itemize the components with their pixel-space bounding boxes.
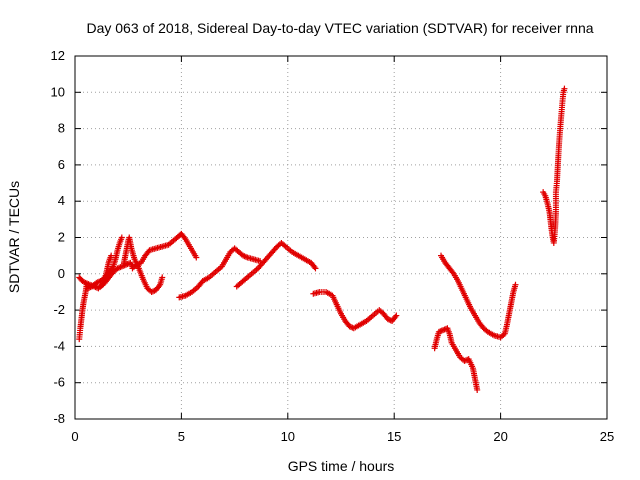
y-axis-ticks: -8 -6 -4 -2 0 2 4 6 8 10 12	[51, 48, 607, 426]
y-tick-label: -8	[53, 411, 65, 426]
y-tick-label: 2	[58, 230, 65, 245]
grid-lines	[75, 56, 607, 419]
y-tick-label: 0	[58, 266, 65, 281]
y-tick-label: 8	[58, 121, 65, 136]
data-point	[311, 263, 318, 270]
y-tick-label: 4	[58, 193, 65, 208]
series-arc1	[76, 281, 90, 343]
x-tick-label: 5	[178, 429, 185, 444]
series-arc12	[540, 85, 568, 246]
x-axis-label: GPS time / hours	[288, 458, 395, 474]
data-point	[159, 274, 166, 281]
data-point	[118, 234, 125, 241]
plot-frame	[74, 55, 608, 420]
data-point	[181, 234, 188, 241]
series-arc7	[176, 245, 264, 301]
data-point	[512, 281, 519, 288]
data-point	[561, 85, 568, 92]
x-tick-label: 10	[281, 429, 295, 444]
data-point	[193, 254, 200, 261]
x-tick-label: 15	[387, 429, 401, 444]
y-tick-label: 10	[51, 84, 65, 99]
data-point	[392, 313, 399, 320]
y-tick-label: -6	[53, 375, 65, 390]
y-tick-label: -4	[53, 338, 65, 353]
data-point	[156, 283, 163, 290]
series-arc9	[310, 288, 400, 332]
series-arc11	[438, 252, 519, 341]
data-point	[393, 312, 400, 319]
data-point	[108, 252, 115, 259]
y-axis-label: SDTVAR / TECUs	[6, 181, 22, 293]
x-tick-label: 0	[71, 429, 78, 444]
y-tick-label: 6	[58, 157, 65, 172]
data-points	[76, 85, 568, 393]
chart-title: Day 063 of 2018, Sidereal Day-to-day VTE…	[86, 20, 593, 36]
x-tick-label: 20	[493, 429, 507, 444]
data-point	[474, 386, 481, 393]
y-tick-label: 12	[51, 48, 65, 63]
series-arc10	[431, 325, 481, 393]
x-tick-label: 25	[600, 429, 614, 444]
data-point	[312, 265, 319, 272]
series-arc6	[129, 230, 200, 272]
y-tick-label: -2	[53, 302, 65, 317]
data-point	[449, 269, 456, 276]
series-arc8	[233, 239, 319, 290]
